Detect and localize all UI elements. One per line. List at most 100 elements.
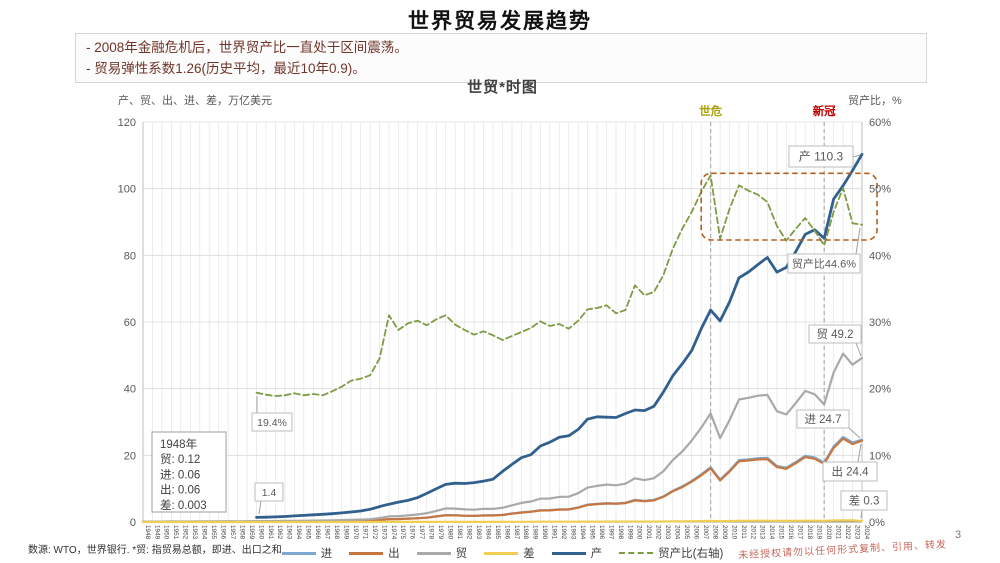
legend-label: 贸产比(右轴)	[658, 548, 724, 560]
legend-swatch	[551, 551, 586, 555]
summary-bullet-2: - 贸易弹性系数1.26(历史平均，最近10年0.9)。	[86, 61, 366, 76]
left-axis-title: 产、贸、出、进、差，万亿美元	[118, 95, 272, 107]
annotation-text: 贸 49.2	[816, 328, 853, 341]
x-year-label: 1974	[390, 525, 397, 540]
annotation-leader	[848, 427, 861, 439]
x-year-label: 2010	[730, 525, 737, 540]
x-year-label: 1966	[314, 525, 321, 540]
x-year-label: 1972	[371, 525, 378, 540]
page-title: 世界贸易发展趋势	[408, 10, 592, 33]
annotation-leader	[857, 443, 862, 463]
x-year-label: 1982	[466, 525, 473, 540]
x-year-label: 2004	[674, 525, 681, 540]
x-year-label: 1978	[428, 525, 435, 540]
x-year-label: 2000	[636, 525, 643, 540]
x-year-label: 2022	[844, 525, 851, 540]
y-right-tick: 30%	[869, 317, 891, 329]
annotation-leader	[258, 500, 262, 515]
x-year-label: 1980	[447, 525, 454, 540]
x-year-label: 2011	[740, 525, 747, 539]
x-year-label: 1991	[551, 525, 558, 540]
annotation-box	[251, 412, 293, 432]
annotation-box	[822, 461, 878, 482]
y-left-tick: 0	[130, 517, 136, 529]
y-left-tick: 120	[118, 117, 136, 129]
x-year-label: 2023	[853, 525, 860, 540]
legend-label: 差	[523, 548, 535, 560]
legend-label: 贸	[455, 548, 468, 560]
legend-swatch	[349, 551, 384, 555]
x-year-label: 1986	[503, 525, 510, 540]
annotation-box	[787, 253, 861, 274]
x-year-label: 1961	[267, 525, 274, 540]
chart-title: 世贸*时图	[467, 79, 538, 96]
legend-swatch	[619, 552, 654, 554]
y-right-tick: 40%	[869, 250, 891, 262]
y-left-tick: 40	[124, 384, 136, 396]
annotation-text: 贸产比44.6%	[792, 257, 856, 271]
x-year-label: 1967	[324, 525, 331, 540]
event-label: 世危	[699, 104, 722, 118]
x-year-label: 2019	[816, 525, 823, 540]
legend-item-贸产比(右轴): 贸产比(右轴)	[619, 545, 723, 561]
annotation-text: 出 24.4	[831, 465, 869, 479]
annotation-text: 产 110.3	[799, 150, 844, 164]
x-year-label: 2005	[683, 525, 690, 540]
series-差-line	[141, 519, 864, 524]
y-left-tick: 80	[124, 250, 136, 262]
x-year-label: 1989	[532, 525, 539, 540]
annotation-text: 差 0.3	[849, 494, 880, 508]
y-right-tick: 50%	[869, 184, 891, 196]
x-year-label: 2008	[711, 525, 718, 540]
x-year-label: 1997	[607, 525, 614, 540]
x-year-label: 2009	[721, 525, 728, 540]
summary-bullet-1: - 2008年金融危机后，世界贸产比一直处于区间震荡。	[86, 40, 408, 55]
x-year-label: 1990	[541, 525, 548, 540]
x-year-label: 2003	[664, 525, 671, 540]
x-year-label: 2015	[778, 525, 785, 540]
legend-label: 进	[320, 548, 333, 560]
x-year-label: 1992	[560, 525, 567, 540]
annotation-leader	[860, 509, 863, 519]
x-year-label: 2024	[863, 525, 870, 540]
start-note-line: 贸: 0.12	[160, 453, 200, 466]
x-year-label: 1994	[579, 525, 586, 540]
x-year-label: 1954	[201, 525, 208, 540]
x-year-label: 1995	[588, 525, 595, 540]
start-note-line: 出: 0.06	[160, 483, 200, 497]
x-year-label: 2007	[702, 525, 709, 540]
chart-legend: 进 出 贸 差 产 贸产比(右轴)	[143, 545, 862, 561]
x-year-label: 1998	[617, 525, 624, 540]
annotation-box	[840, 490, 888, 511]
x-year-label: 1952	[182, 525, 189, 540]
y-right-tick: 60%	[869, 117, 891, 129]
annotation-box	[808, 324, 862, 344]
x-year-label: 1957	[229, 525, 236, 540]
x-year-label: 2020	[825, 525, 832, 540]
source-note: 数源: WTO，世界银行. *贸: 指贸易总额，即进、出口之和	[28, 545, 282, 556]
x-year-label: 1976	[409, 525, 416, 540]
x-year-label: 1950	[163, 525, 170, 540]
legend-item-出: 出	[349, 545, 400, 561]
oscillation-range-box	[700, 172, 878, 241]
x-year-label: 1979	[437, 525, 444, 540]
legend-item-差: 差	[484, 545, 535, 561]
x-year-label: 1988	[522, 525, 529, 540]
x-year-label: 1948	[144, 525, 151, 540]
legend-item-进: 进	[281, 545, 333, 561]
x-year-label: 1981	[456, 525, 463, 540]
x-year-label: 1953	[191, 525, 198, 540]
x-year-label: 1985	[494, 525, 501, 540]
series-产-line	[255, 152, 864, 519]
x-year-label: 2001	[645, 525, 652, 540]
x-year-label: 1955	[210, 525, 217, 540]
legend-item-贸: 贸	[416, 545, 468, 561]
x-year-label: 1951	[172, 525, 179, 540]
event-label: 新冠	[813, 104, 836, 118]
annotation-leader	[855, 227, 861, 255]
x-year-label: 2006	[693, 525, 700, 540]
y-left-tick: 60	[124, 317, 136, 329]
start-note-line: 差: 0.003	[160, 498, 207, 512]
